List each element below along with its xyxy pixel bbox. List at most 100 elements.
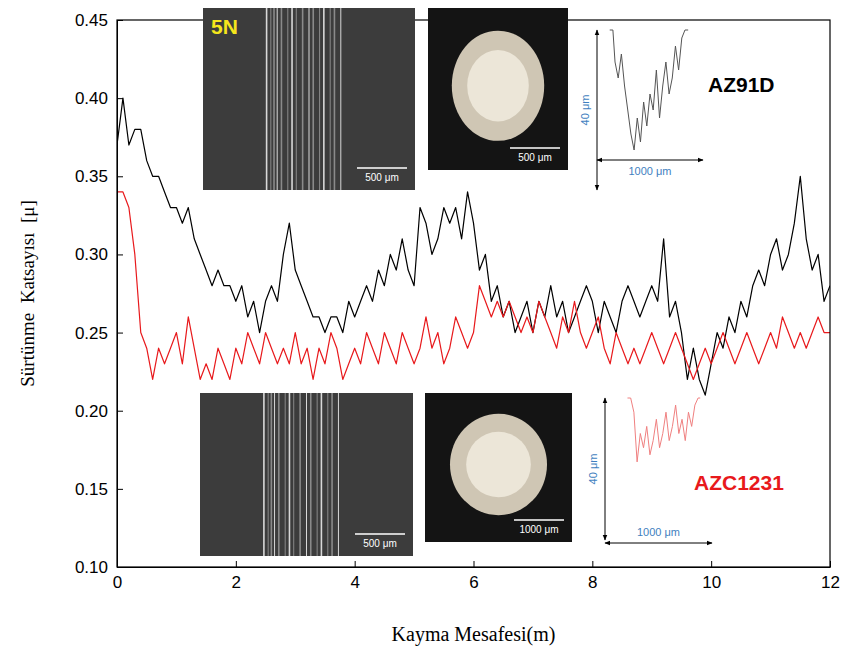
- sem-inset: 500 μm5N: [203, 8, 415, 190]
- scale-bar: [355, 533, 405, 535]
- wear-scar: [450, 414, 547, 515]
- y-tick-label: 0.10: [75, 558, 108, 577]
- y-tick-mark: [117, 98, 123, 99]
- scale-bar: [510, 147, 560, 149]
- x-tick-mark: [355, 561, 356, 567]
- wear-track-streak: [334, 8, 336, 190]
- x-axis-line: [118, 567, 831, 568]
- optical-image: [428, 8, 568, 170]
- load-label: 5N: [211, 15, 238, 38]
- x-axis-title: Kayma Mesafesi(m): [392, 623, 556, 646]
- wear-track-streak: [285, 393, 286, 556]
- wear-track-streak: [331, 393, 333, 556]
- wear-track-streak: [270, 8, 271, 190]
- depth-arrow: [597, 30, 598, 190]
- y-tick: 0.25: [75, 324, 123, 343]
- wear-scar-core: [467, 50, 529, 121]
- y-tick-mark: [117, 567, 123, 568]
- series-label: AZC1231: [694, 471, 784, 494]
- y-tick-label: 0.35: [75, 167, 108, 186]
- y-tick-mark: [117, 489, 123, 490]
- wear-track-streak: [289, 393, 291, 556]
- depth-profile: [627, 398, 700, 462]
- sem-image: [203, 8, 415, 190]
- y-tick-label: 0.25: [75, 324, 108, 343]
- width-arrow: [597, 160, 703, 161]
- x-tick: 4: [350, 561, 359, 592]
- wear-track-streak: [266, 8, 268, 190]
- wear-track-streak: [330, 8, 331, 190]
- y-tick-label: 0.30: [75, 245, 108, 264]
- y-tick-mark: [117, 254, 123, 255]
- y-tick-mark: [117, 176, 123, 177]
- y-tick: 0.10: [75, 558, 123, 577]
- x-tick-label: 12: [821, 573, 840, 592]
- wear-track-streak: [309, 8, 310, 190]
- wear-track-streak: [340, 8, 341, 190]
- wear-scar: [452, 31, 544, 141]
- sem-image: [200, 393, 413, 556]
- wear-scar-core: [466, 432, 531, 498]
- x-tick: 2: [232, 561, 241, 592]
- x-tick-label: 4: [350, 573, 359, 592]
- scale-bar: [514, 519, 564, 521]
- y-tick: 0.35: [75, 167, 123, 186]
- wear-track-streak: [273, 8, 275, 190]
- x-tick-label: 10: [702, 573, 721, 592]
- wear-track-streak: [327, 393, 328, 556]
- scale-label: 500 μm: [363, 538, 397, 549]
- x-tick: 10: [702, 561, 721, 592]
- x-tick: 6: [469, 561, 478, 592]
- scale-bar: [357, 167, 407, 169]
- wear-track-streak: [281, 8, 283, 190]
- x-tick-label: 2: [232, 573, 241, 592]
- y-tick: 0.40: [75, 89, 123, 108]
- width-label: 1000 μm: [637, 526, 680, 538]
- x-tick: 12: [821, 561, 840, 592]
- series-line: [117, 192, 830, 380]
- y-tick-label: 0.15: [75, 480, 108, 499]
- wear-track-streak: [296, 8, 297, 190]
- y-tick-mark: [117, 411, 123, 412]
- wear-track-streak: [291, 8, 293, 190]
- optical-inset: 1000 μm: [425, 393, 572, 542]
- wear-track-streak: [302, 8, 304, 190]
- x-tick: 8: [588, 561, 597, 592]
- y-tick-mark: [117, 333, 123, 334]
- y-tick-label: 0.45: [75, 11, 108, 30]
- y-axis-line: [117, 21, 118, 568]
- scale-label: 500 μm: [518, 152, 552, 163]
- profile-inset: 40 μm1000 μm: [579, 30, 703, 190]
- y-axis: 0.10 0.15 0.20 0.25 0.30 0.35 0.40 0.45: [75, 11, 123, 577]
- wear-track-streak: [278, 393, 280, 556]
- wear-track-streak: [277, 8, 278, 190]
- optical-inset: 500 μm: [428, 8, 568, 170]
- insets: 500 μm5N500 μm40 μm1000 μm500 μm1000 μm4…: [200, 8, 712, 556]
- wear-track-streak: [319, 8, 320, 190]
- y-tick-label: 0.40: [75, 89, 108, 108]
- x-tick-mark: [592, 561, 593, 567]
- wear-track-streak: [317, 393, 318, 556]
- depth-label: 40 μm: [587, 454, 599, 485]
- x-tick-mark: [474, 561, 475, 567]
- depth-profile: [610, 30, 688, 150]
- y-tick-label: 0.20: [75, 402, 108, 421]
- x-tick-label: 6: [469, 573, 478, 592]
- wear-track-streak: [310, 393, 312, 556]
- wear-track-streak: [306, 393, 307, 556]
- x-axis: 024681012: [113, 561, 840, 592]
- wear-track-streak: [321, 393, 323, 556]
- y-tick: 0.15: [75, 480, 123, 499]
- wear-track-streak: [287, 8, 288, 190]
- width-arrow: [605, 543, 712, 544]
- y-axis-title: Sürtünme Katsayısı [μ]: [17, 200, 38, 386]
- y-tick: 0.20: [75, 402, 123, 421]
- depth-arrow: [605, 398, 606, 540]
- y-tick-mark: [117, 20, 123, 21]
- x-tick-mark: [830, 561, 831, 567]
- wear-track-streak: [268, 393, 269, 556]
- wear-track-streak: [293, 393, 294, 556]
- wear-track-streak: [323, 8, 325, 190]
- wear-track-streak: [299, 393, 301, 556]
- sem-inset: 500 μm: [200, 393, 413, 556]
